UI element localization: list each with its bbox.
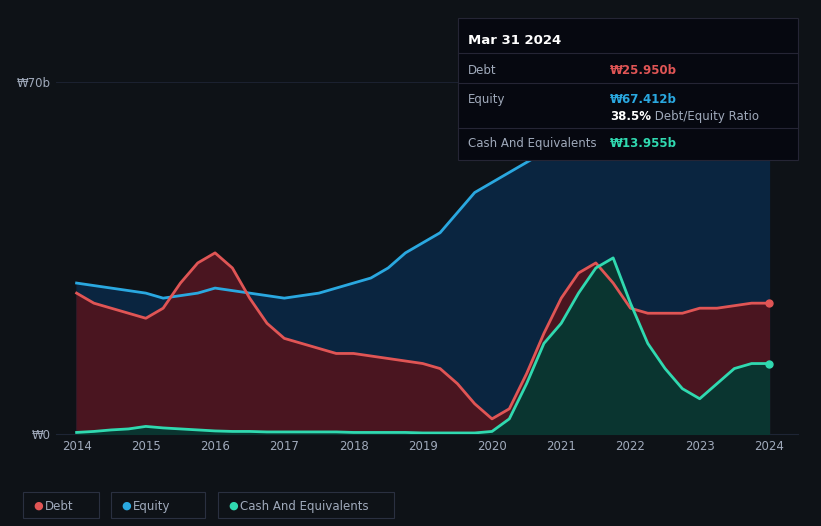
Text: ₩67.412b: ₩67.412b (610, 93, 677, 106)
Text: Mar 31 2024: Mar 31 2024 (468, 34, 562, 47)
Text: ₩25.950b: ₩25.950b (610, 64, 677, 77)
Text: 38.5%: 38.5% (610, 110, 651, 123)
Text: ●: ● (122, 501, 131, 511)
Text: ●: ● (228, 501, 238, 511)
Text: Cash And Equivalents: Cash And Equivalents (468, 137, 597, 150)
Text: Equity: Equity (468, 93, 506, 106)
Text: Debt: Debt (45, 500, 74, 512)
Text: ●: ● (34, 501, 44, 511)
Text: Cash And Equivalents: Cash And Equivalents (240, 500, 369, 512)
Text: ₩13.955b: ₩13.955b (610, 137, 677, 150)
Text: Equity: Equity (133, 500, 171, 512)
Text: Debt/Equity Ratio: Debt/Equity Ratio (651, 110, 759, 123)
Text: Debt: Debt (468, 64, 497, 77)
